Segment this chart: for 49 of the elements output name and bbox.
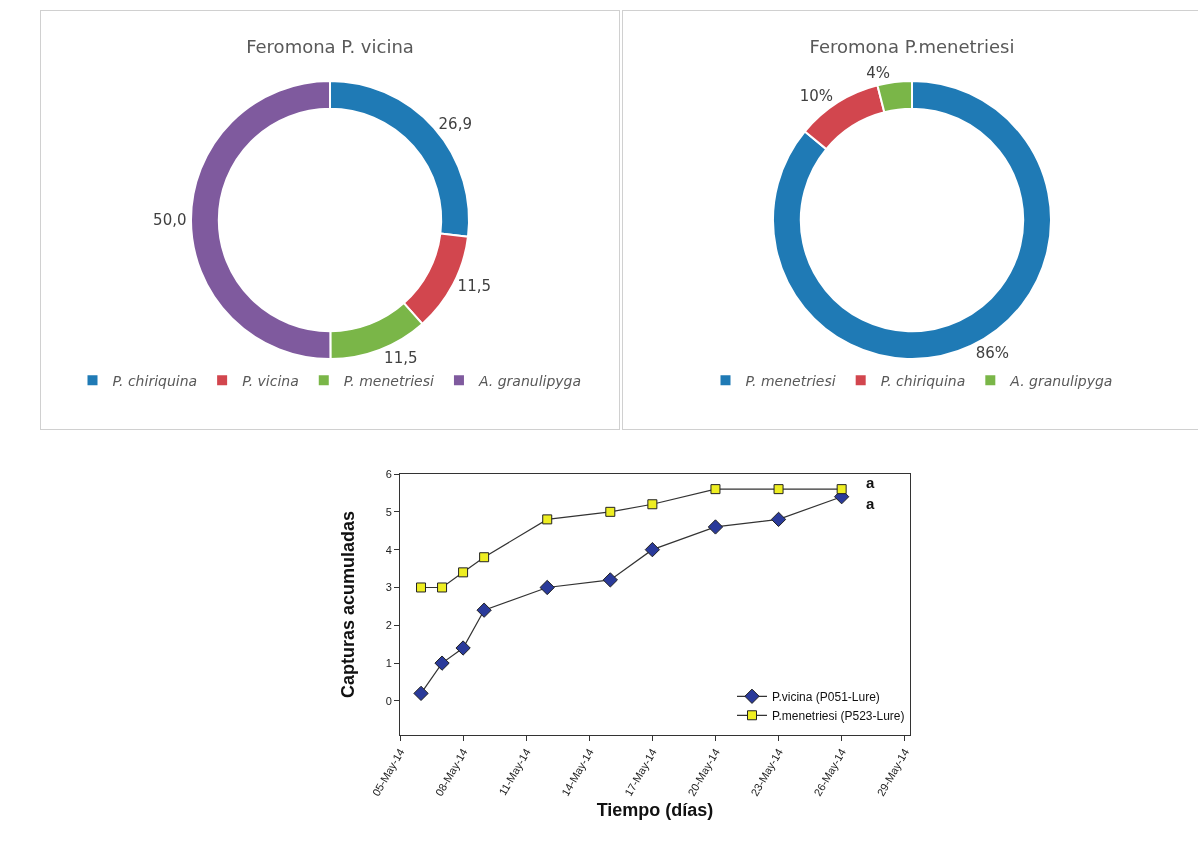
point bbox=[770, 511, 787, 528]
point bbox=[602, 572, 618, 588]
legend-label: P. menetriesi bbox=[745, 372, 836, 389]
point bbox=[710, 484, 721, 495]
point bbox=[413, 685, 429, 702]
legend-label: P. chiriquina bbox=[880, 372, 966, 389]
y-tick-label: 2 bbox=[385, 619, 392, 632]
point bbox=[416, 582, 427, 593]
point bbox=[773, 484, 784, 495]
donut-slice bbox=[772, 80, 1052, 360]
y-tick-label: 5 bbox=[385, 505, 392, 518]
x-axis-title: Tiempo (días) bbox=[596, 799, 714, 820]
point bbox=[479, 552, 490, 563]
legend-label: A. granulipyga bbox=[1009, 372, 1113, 389]
point bbox=[707, 519, 724, 535]
point bbox=[539, 579, 555, 596]
point bbox=[476, 602, 492, 618]
y-tick-label: 4 bbox=[385, 543, 392, 556]
data-label: 11,5 bbox=[384, 348, 418, 367]
legend-label: A. granulipyga bbox=[477, 372, 582, 389]
point bbox=[458, 567, 469, 578]
point bbox=[647, 499, 658, 510]
data-label: 50,0 bbox=[153, 211, 187, 230]
y-tick-label: 3 bbox=[385, 581, 392, 594]
point bbox=[644, 542, 661, 558]
y-tick-label: 6 bbox=[385, 467, 392, 480]
data-label: 11,5 bbox=[457, 277, 492, 296]
annotation: a bbox=[866, 495, 875, 512]
point bbox=[455, 640, 471, 656]
legend-label: P. chiriquina bbox=[112, 372, 198, 389]
legend-label: P. menetriesi bbox=[343, 372, 434, 389]
data-label: 26,9 bbox=[438, 114, 472, 133]
point bbox=[542, 514, 553, 525]
point bbox=[605, 506, 616, 517]
chart-title: Feromona P. vicina bbox=[246, 35, 414, 57]
point bbox=[437, 582, 448, 593]
data-label: 10% bbox=[799, 87, 834, 106]
legend-label: P. vicina bbox=[242, 372, 299, 389]
data-label: 4% bbox=[866, 64, 891, 83]
legend-label: P.vicina (P051-Lure) bbox=[772, 689, 880, 704]
annotation: a bbox=[866, 474, 875, 491]
y-tick-label: 1 bbox=[385, 656, 392, 669]
point bbox=[434, 655, 450, 671]
legend-label: P.menetriesi (P523-Lure) bbox=[772, 708, 905, 723]
y-axis-title: Capturas acumuladas bbox=[338, 510, 358, 699]
chart-title: Feromona P.menetriesi bbox=[809, 35, 1015, 57]
data-label: 86% bbox=[975, 344, 1010, 363]
y-tick-label: 0 bbox=[385, 694, 392, 707]
point bbox=[836, 484, 847, 495]
